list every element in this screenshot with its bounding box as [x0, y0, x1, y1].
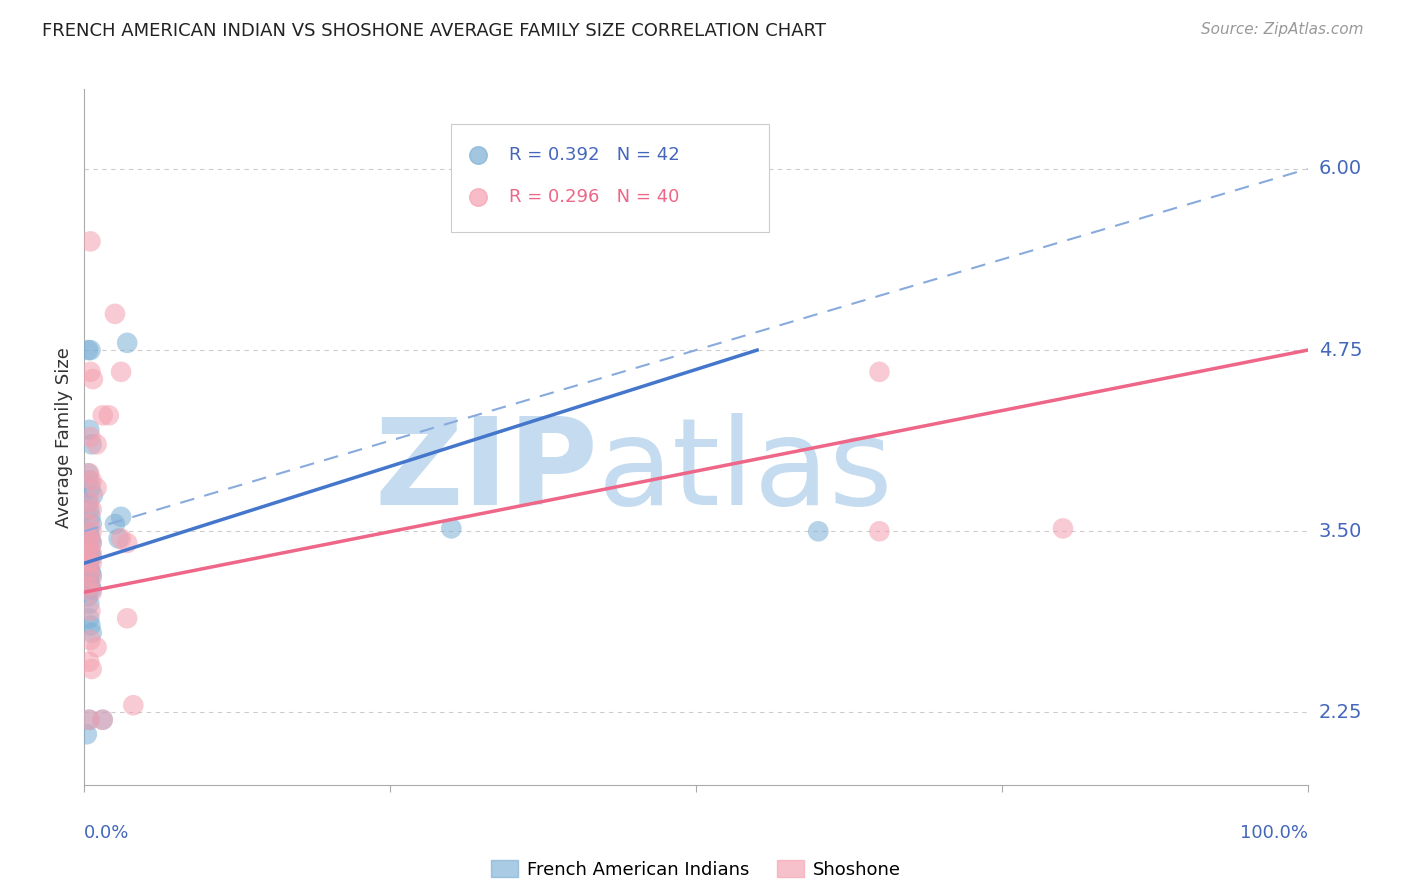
Point: [77, 556, 100, 570]
Point: [77, 502, 100, 516]
Point: [77, 517, 100, 532]
Point: [104, 307, 127, 321]
Text: atlas: atlas: [598, 413, 894, 531]
Point: [77, 541, 100, 556]
Point: [80, 502, 103, 516]
Point: [77, 495, 100, 509]
Text: Source: ZipAtlas.com: Source: ZipAtlas.com: [1201, 22, 1364, 37]
Y-axis label: Average Family Size: Average Family Size: [55, 347, 73, 527]
Point: [77, 527, 100, 541]
Point: [77, 532, 100, 546]
Point: [77, 467, 100, 481]
Point: [80, 536, 103, 550]
Point: [86, 640, 108, 655]
Point: [79, 565, 101, 579]
Point: [86, 481, 108, 495]
Point: [76, 727, 98, 741]
Point: [97, 409, 120, 423]
Point: [869, 524, 891, 539]
Point: [79, 235, 101, 249]
Text: 0.0%: 0.0%: [84, 824, 129, 842]
Point: [80, 567, 103, 582]
Point: [79, 546, 101, 560]
Point: [115, 335, 138, 350]
Point: [77, 343, 100, 358]
Point: [77, 713, 100, 727]
Point: [80, 625, 103, 640]
Text: FRENCH AMERICAN INDIAN VS SHOSHONE AVERAGE FAMILY SIZE CORRELATION CHART: FRENCH AMERICAN INDIAN VS SHOSHONE AVERA…: [42, 22, 827, 40]
Text: 6.00: 6.00: [1319, 160, 1362, 178]
Point: [80, 585, 103, 599]
Legend: French American Indians, Shoshone: French American Indians, Shoshone: [484, 853, 908, 886]
Point: [91, 409, 114, 423]
Point: [115, 536, 138, 550]
Point: [80, 550, 103, 565]
Point: [77, 524, 100, 539]
Point: [80, 546, 103, 560]
Point: [110, 509, 132, 524]
Point: [79, 579, 101, 593]
Point: [77, 713, 100, 727]
Point: [80, 524, 103, 539]
Text: 100.0%: 100.0%: [1240, 824, 1308, 842]
Point: [79, 532, 101, 546]
Point: [807, 524, 830, 539]
Point: [79, 618, 101, 632]
Point: [77, 474, 100, 488]
Point: [80, 517, 103, 532]
Point: [110, 365, 132, 379]
Point: [77, 611, 100, 625]
Point: [77, 655, 100, 669]
Point: [77, 495, 100, 509]
Text: R = 0.296   N = 40: R = 0.296 N = 40: [509, 188, 679, 206]
Point: [104, 517, 127, 532]
Point: [82, 488, 104, 502]
Point: [91, 713, 114, 727]
Point: [80, 582, 103, 597]
Point: [79, 365, 101, 379]
Point: [79, 430, 101, 444]
Point: [80, 474, 103, 488]
Text: 4.75: 4.75: [1319, 341, 1362, 359]
Point: [1052, 521, 1074, 535]
Point: [80, 437, 103, 451]
Point: [77, 553, 100, 567]
Point: [77, 560, 100, 574]
Point: [82, 372, 104, 386]
Text: ZIP: ZIP: [374, 413, 598, 531]
Point: [122, 698, 145, 713]
Point: [440, 521, 463, 535]
Point: [77, 579, 100, 593]
Point: [869, 365, 891, 379]
Point: [79, 481, 101, 495]
Text: 2.25: 2.25: [1319, 703, 1362, 722]
Point: [110, 532, 132, 546]
Point: [77, 467, 100, 481]
Point: [80, 662, 103, 676]
Point: [80, 536, 103, 550]
Point: [77, 590, 100, 604]
Text: 3.50: 3.50: [1319, 522, 1362, 541]
Point: [79, 604, 101, 618]
Point: [91, 713, 114, 727]
Point: [77, 575, 100, 590]
Point: [79, 633, 101, 648]
Point: [77, 541, 100, 556]
Point: [77, 597, 100, 611]
Point: [86, 437, 108, 451]
Point: [77, 571, 100, 585]
Point: [77, 565, 100, 579]
Point: [80, 556, 103, 570]
Point: [79, 509, 101, 524]
Point: [115, 611, 138, 625]
Point: [79, 343, 101, 358]
Point: [107, 532, 129, 546]
Point: [77, 539, 100, 553]
Point: [80, 571, 103, 585]
Text: R = 0.392   N = 42: R = 0.392 N = 42: [509, 146, 679, 164]
Point: [77, 423, 100, 437]
FancyBboxPatch shape: [451, 124, 769, 232]
